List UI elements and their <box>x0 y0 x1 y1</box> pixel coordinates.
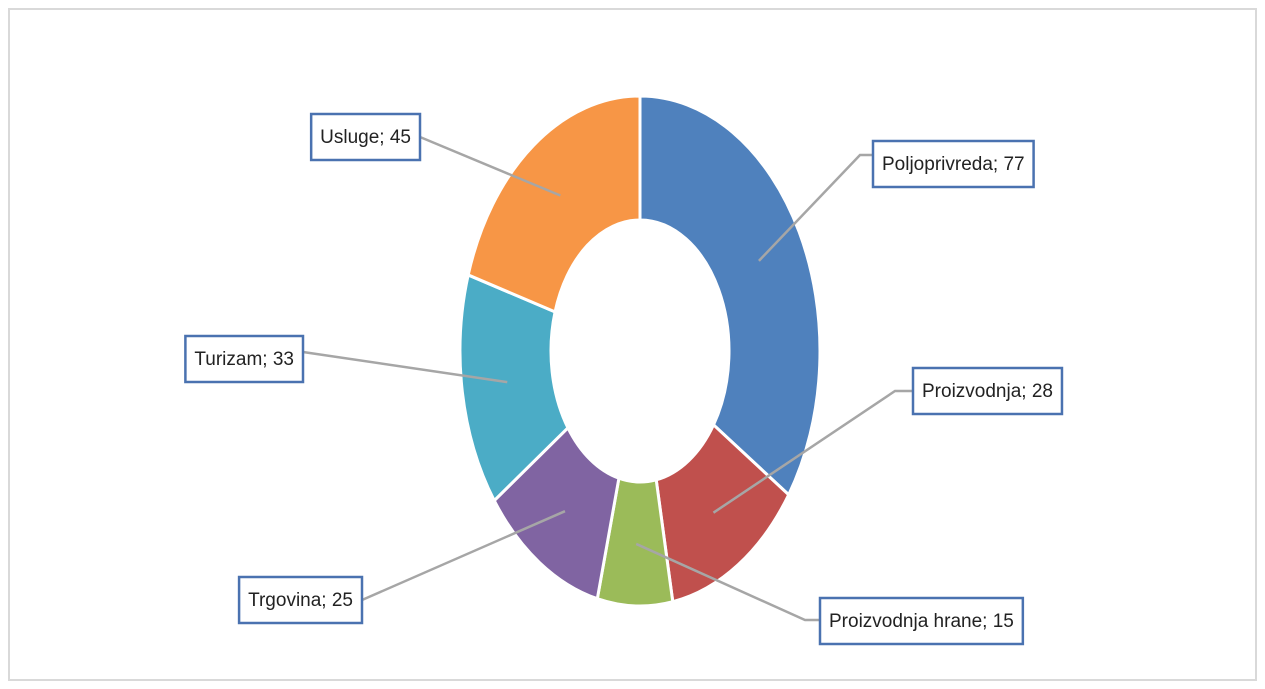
donut-slice <box>466 94 642 315</box>
leader-line <box>419 135 561 197</box>
data-label: Proizvodnja; 28 <box>922 381 1053 402</box>
leader-line <box>635 542 820 622</box>
donut-slice <box>458 272 570 504</box>
data-label-box <box>184 334 305 384</box>
data-label: Turizam; 33 <box>194 349 294 370</box>
donut-slice <box>638 94 822 498</box>
data-label: Trgovina; 25 <box>248 590 353 611</box>
data-label-box <box>871 139 1035 189</box>
data-label-box <box>237 575 364 625</box>
leader-line <box>361 510 566 602</box>
data-label-box <box>911 366 1064 416</box>
data-label-box <box>309 112 422 162</box>
data-label: Usluge; 45 <box>320 127 411 148</box>
data-label: Poljoprivreda; 77 <box>882 154 1025 175</box>
leader-line <box>712 389 913 514</box>
leader-line <box>758 153 873 262</box>
donut-slice <box>654 422 791 604</box>
leader-line <box>302 350 508 384</box>
data-label-box <box>818 596 1025 646</box>
data-label: Proizvodnja hrane; 15 <box>829 611 1014 632</box>
